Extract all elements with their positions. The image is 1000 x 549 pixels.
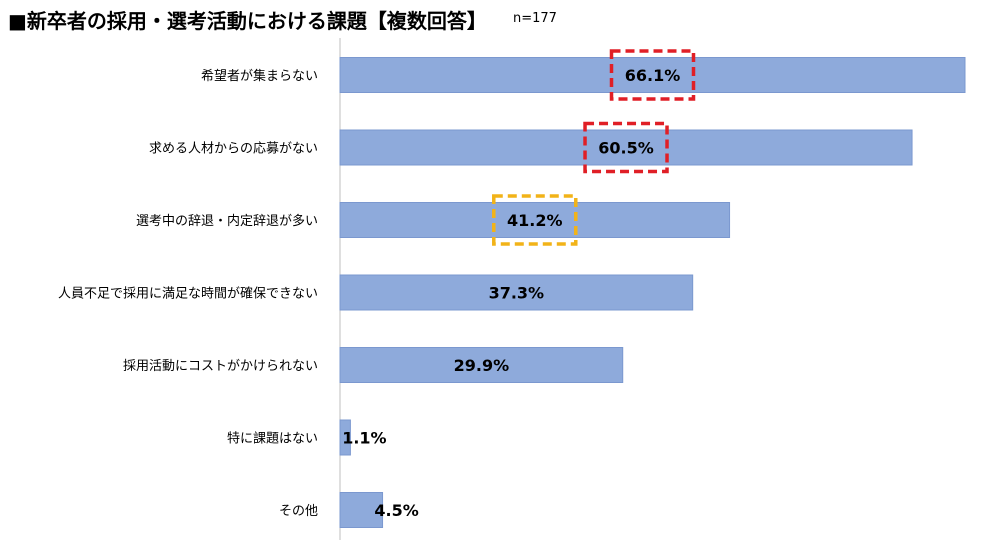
bar bbox=[339, 274, 694, 311]
highlight-box bbox=[583, 121, 669, 174]
category-label: 人員不足で採用に満足な時間が確保できない bbox=[58, 286, 318, 302]
value-label: 37.3% bbox=[489, 284, 545, 303]
category-label: 希望者が集まらない bbox=[201, 68, 318, 84]
bar bbox=[339, 419, 351, 456]
value-label: 29.9% bbox=[454, 356, 510, 375]
value-label: 41.2% bbox=[507, 211, 563, 230]
bar bbox=[339, 202, 731, 238]
bar bbox=[339, 57, 966, 93]
sample-size-note: n=177 bbox=[513, 11, 557, 26]
chart-title: ■新卒者の採用・選考活動における課題【複数回答】 bbox=[8, 9, 487, 33]
bar bbox=[339, 347, 624, 383]
value-label: 4.5% bbox=[374, 501, 418, 520]
category-label: 選考中の辞退・内定辞退が多い bbox=[136, 213, 318, 229]
bar bbox=[339, 129, 913, 166]
value-label: 66.1% bbox=[625, 66, 681, 85]
highlight-box bbox=[609, 49, 696, 101]
bar bbox=[339, 492, 384, 528]
value-label: 60.5% bbox=[598, 139, 654, 158]
category-label: 特に課題はない bbox=[227, 431, 318, 447]
category-label: 求める人材からの応募がない bbox=[149, 142, 318, 157]
value-label: 1.1% bbox=[342, 429, 386, 448]
category-label: 採用活動にコストがかけられない bbox=[123, 359, 318, 374]
category-label: その他 bbox=[279, 504, 318, 519]
highlight-box bbox=[492, 194, 578, 246]
